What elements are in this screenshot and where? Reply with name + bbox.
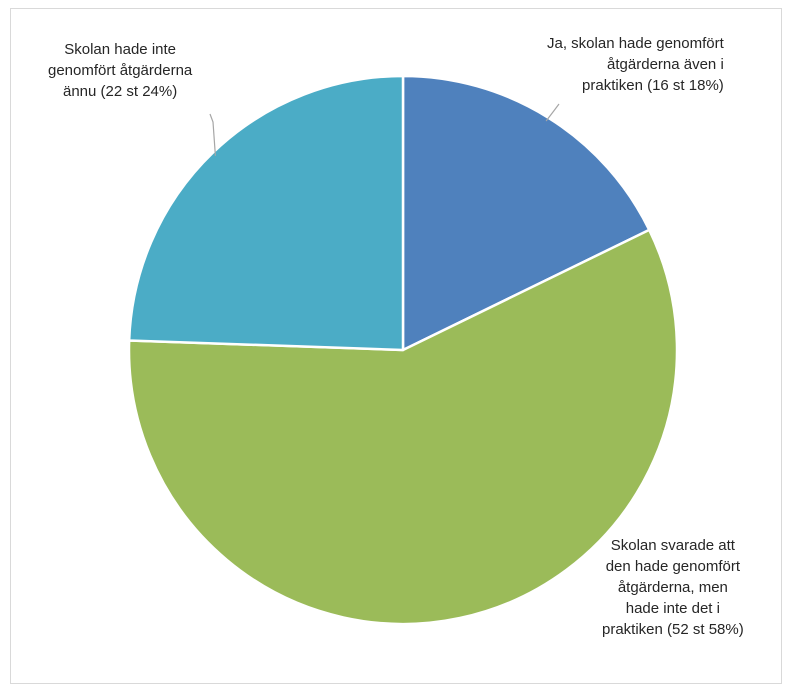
data-label-2-line-0: Skolan hade inte: [64, 41, 177, 58]
data-label-0: Ja, skolan hade genomfört åtgärderna äve…: [547, 33, 724, 96]
data-label-0-line-1: åtgärderna även i: [607, 56, 724, 73]
data-label-2-line-1: genomfört åtgärderna: [48, 62, 193, 79]
data-label-2-line-2: ännu (22 st 24%): [63, 83, 178, 100]
data-label-0-line-0: Ja, skolan hade genomfört: [547, 35, 724, 52]
pie-slice-1: [127, 228, 679, 626]
pie-slice-2: [127, 74, 405, 352]
data-label-1-line-0: Skolan svarade att: [610, 537, 735, 554]
leader-line-0: [545, 103, 560, 122]
leader-line-2: [209, 113, 216, 156]
data-label-0-line-2: praktiken (16 st 18%): [582, 77, 724, 94]
data-label-1-line-4: praktiken (52 st 58%): [602, 621, 744, 638]
data-label-1-line-3: hade inte det i: [625, 600, 720, 617]
data-label-2: Skolan hade inte genomfört åtgärderna än…: [48, 39, 192, 102]
data-label-1-line-1: den hade genomfört: [605, 558, 740, 575]
data-label-1-line-2: åtgärderna, men: [617, 579, 728, 596]
data-label-1: Skolan svarade att den hade genomfört åt…: [602, 535, 744, 640]
